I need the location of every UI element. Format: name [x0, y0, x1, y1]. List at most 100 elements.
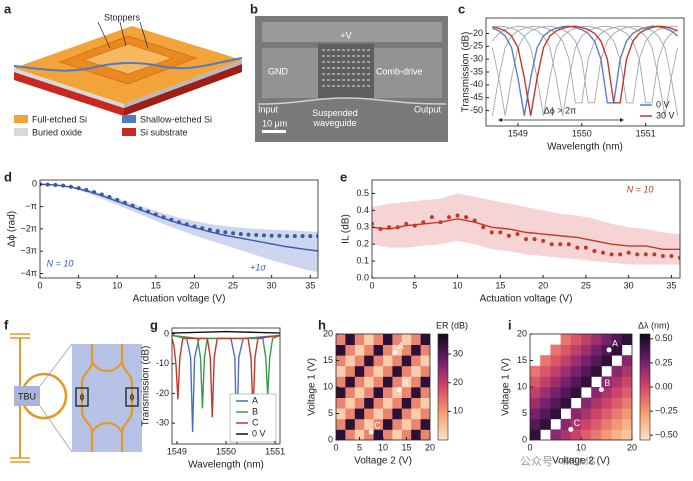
heatmap-cell: [364, 387, 374, 398]
dot: [107, 195, 112, 200]
y-tick-label: -50: [470, 105, 483, 115]
heatmap-cell: [540, 397, 551, 409]
x-tick-label: 30: [267, 280, 277, 290]
dot: [200, 226, 205, 231]
heatmap-cell: [392, 397, 403, 409]
annotation: Input: [14, 86, 35, 96]
heatmap-cell: [530, 376, 541, 388]
dot: [169, 217, 174, 222]
point-label: A: [612, 338, 618, 348]
dot: [506, 233, 511, 238]
heatmap-cell: [550, 397, 561, 409]
colorbar-tick-label: 20: [453, 377, 463, 387]
point-label: A: [398, 341, 404, 351]
phi-label: ϕ: [79, 391, 84, 401]
heatmap-cell: [560, 387, 572, 398]
scale-label: 10 μm: [262, 118, 287, 128]
heatmap-cell: [550, 429, 561, 440]
point: [606, 347, 612, 353]
dot: [575, 245, 580, 250]
heatmap-cell: [581, 334, 592, 345]
heatmap-cell: [336, 365, 346, 377]
scale-bar: [262, 130, 286, 133]
y-tick-label: 0: [32, 179, 37, 189]
dot: [192, 224, 197, 229]
point-label: B: [402, 378, 408, 388]
panel-label: e: [340, 169, 347, 184]
dot: [254, 233, 259, 238]
y-tick-label: -20: [470, 28, 483, 38]
heatmap-cell: [611, 387, 623, 398]
y-tick-label: 0.3: [356, 222, 369, 232]
watermark: 公众号 · MEMS: [520, 455, 596, 468]
dot: [238, 231, 243, 236]
dot: [53, 182, 58, 187]
panel-label: c: [458, 1, 465, 16]
heatmap-cell: [570, 334, 582, 345]
colorbar: [437, 333, 449, 441]
heatmap-cell: [364, 408, 374, 420]
heatmap-cell: [336, 334, 346, 345]
heatmap-cell: [345, 408, 356, 420]
axes-frame: [371, 179, 681, 279]
x-tick-label: 15: [151, 280, 161, 290]
dot: [261, 233, 266, 238]
heatmap-cell: [411, 408, 421, 420]
dot: [231, 231, 236, 236]
heatmap-cell: [383, 387, 393, 398]
annotation: GND: [268, 66, 289, 76]
panel-label: h: [318, 317, 326, 332]
dot: [316, 234, 318, 239]
heatmap-cell: [611, 344, 623, 356]
heatmap-cell: [530, 408, 541, 420]
heatmap-cell: [420, 408, 430, 420]
legend-swatch: [122, 128, 136, 136]
dot: [99, 192, 104, 197]
panel-label: i: [508, 317, 512, 332]
plot-area: [336, 334, 430, 440]
heatmap-cell: [364, 365, 374, 377]
dot: [215, 229, 220, 234]
heatmap-cell: [601, 418, 612, 430]
heatmap-cell: [420, 387, 430, 398]
x-tick-label: 1550: [216, 446, 236, 456]
heatmap-cell: [560, 365, 572, 377]
line: [491, 25, 679, 116]
point: [392, 350, 398, 356]
plot-area: [530, 334, 632, 440]
colorbar-tick-label: 0.00: [655, 381, 673, 391]
heatmap-cell: [411, 334, 421, 345]
heatmap-cell: [621, 397, 632, 409]
heatmap-cell: [560, 344, 572, 356]
heatmap-cell: [621, 408, 632, 420]
dot: [92, 190, 97, 195]
heatmap-cell: [336, 429, 346, 440]
annotation: Output: [414, 104, 442, 114]
x-axis-label: Wavelength (nm): [547, 142, 623, 153]
dot: [177, 220, 181, 225]
y-tick-label: −4π: [21, 268, 37, 278]
heatmap-cell: [540, 418, 551, 430]
dot: [524, 237, 528, 242]
heatmap-cell: [345, 344, 356, 356]
dot: [498, 230, 503, 235]
dot: [308, 234, 313, 239]
heatmap-cell: [591, 355, 602, 367]
dot: [515, 232, 520, 237]
heatmap-cell: [392, 418, 403, 430]
legend-label: 30 V: [656, 110, 675, 120]
heatmap-cell: [420, 418, 430, 430]
heatmap-cell: [336, 355, 346, 367]
heatmap-cell: [540, 387, 551, 398]
heatmap-cell: [354, 418, 365, 430]
heatmap-cell: [373, 376, 384, 388]
heatmap-cell: [354, 397, 365, 409]
annotation: Δϕ > 2π: [544, 105, 577, 115]
heatmap-cell: [392, 365, 403, 377]
heatmap-cell: [345, 365, 356, 377]
heatmap-cell: [345, 387, 356, 398]
comb-drive: [83, 43, 173, 75]
legend-label: C: [252, 417, 259, 427]
heatmap-cell: [560, 334, 572, 345]
panel-label: a: [4, 1, 12, 16]
